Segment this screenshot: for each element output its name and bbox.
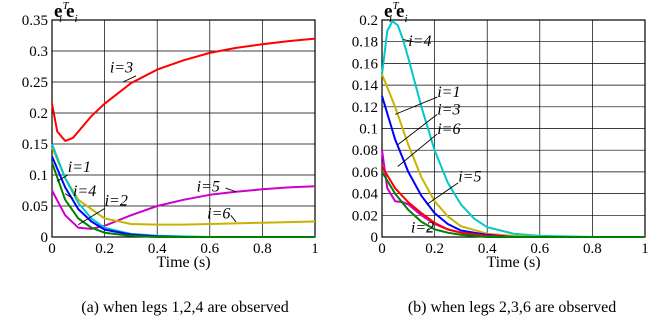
y-tick-label: 0 xyxy=(41,230,49,246)
series-line-i5 xyxy=(51,185,316,230)
series-label-i4: i=4 xyxy=(408,33,431,50)
x-tick-label: 0.2 xyxy=(425,241,444,257)
series-label-i1: i=1 xyxy=(68,159,91,176)
label-leader-line xyxy=(57,174,69,182)
y-tick-label: 0.1 xyxy=(359,122,378,138)
x-tick-label: 0.2 xyxy=(95,241,114,257)
series-label-i5: i=5 xyxy=(197,179,220,196)
plot-frame xyxy=(51,19,316,238)
x-axis-label: Time (s) xyxy=(156,254,210,271)
series-label-i2: i=2 xyxy=(105,192,128,209)
x-axis-label: Time (s) xyxy=(486,254,540,271)
chart-b: 0 0.2 0.4 0.6 0.8 1 0 0.02 0.04 0.06 0.08 0.1 0.12 0.… xyxy=(352,0,649,316)
y-tick-label: 0.18 xyxy=(352,35,378,51)
series-label-i3: i=3 xyxy=(437,101,460,118)
series-label-i6: i=6 xyxy=(437,121,460,138)
label-leader-line xyxy=(402,39,414,43)
label-leader-line xyxy=(122,75,137,83)
label-leader-line xyxy=(225,187,237,193)
y-axis-label: eT i ei xyxy=(54,0,78,25)
y-tick-label: 0.15 xyxy=(22,137,48,153)
y-tick-label: 0.2 xyxy=(359,13,378,29)
series-label-i1: i=1 xyxy=(437,84,460,101)
x-tick-label: 1 xyxy=(641,241,649,257)
series-line-i3 xyxy=(51,37,316,142)
y-tick-label: 0.3 xyxy=(29,44,48,60)
x-tick-label: 0.8 xyxy=(253,241,272,257)
chart-caption: (a) when legs 1,2,4 are observed xyxy=(81,299,288,316)
label-leader-line xyxy=(426,227,430,231)
chart-a: 0 0.2 0.4 0.6 0.8 1 0 0.05 0.1 0.15 0.2 0.25 0.3 0.35… xyxy=(22,0,319,316)
y-tick-label: 0.14 xyxy=(352,78,379,94)
label-leader-line xyxy=(64,193,74,199)
y-tick-label: 0.04 xyxy=(352,187,379,203)
y-tick-label: 0.1 xyxy=(29,168,48,184)
y-tick-label: 0.16 xyxy=(352,56,379,72)
y-axis-label: eT i ei xyxy=(384,0,408,25)
series-line-i6 xyxy=(51,146,316,226)
series-label-i5: i=5 xyxy=(458,169,481,186)
x-tick-label: 0.4 xyxy=(478,241,497,257)
label-leader-line xyxy=(230,215,237,223)
y-tick-label: 0.08 xyxy=(352,143,378,159)
x-tick-label: 0 xyxy=(378,241,386,257)
x-tick-label: 0 xyxy=(48,241,56,257)
y-tick-label: 0 xyxy=(371,230,379,246)
label-leader-line xyxy=(426,182,459,205)
label-leader-line xyxy=(394,96,438,115)
label-leader-line xyxy=(78,208,105,225)
y-tick-label: 0.12 xyxy=(352,100,378,116)
x-tick-label: 0.8 xyxy=(583,241,602,257)
series-label-i4: i=4 xyxy=(73,183,96,200)
y-tick-label: 0.06 xyxy=(352,165,379,181)
chart-caption: (b) when legs 2,3,6 are observed xyxy=(408,299,616,316)
x-tick-label: 0.6 xyxy=(200,241,219,257)
label-leader-line xyxy=(397,133,438,167)
x-tick-label: 0.6 xyxy=(530,241,549,257)
series-label-i2: i=2 xyxy=(411,220,434,237)
y-tick-label: 0.35 xyxy=(22,13,48,29)
label-leader-line xyxy=(397,114,438,146)
series-label-i3: i=3 xyxy=(110,60,133,77)
series-label-i6: i=6 xyxy=(207,205,230,222)
y-tick-label: 0.05 xyxy=(22,199,48,215)
y-tick-label: 0.2 xyxy=(29,106,48,122)
x-tick-label: 1 xyxy=(311,241,319,257)
series-line-i2 xyxy=(51,162,315,238)
y-tick-label: 0.25 xyxy=(22,75,48,91)
series-line-i2 xyxy=(381,171,645,238)
x-tick-label: 0.4 xyxy=(148,241,167,257)
y-tick-label: 0.02 xyxy=(352,208,378,224)
series-line-i4 xyxy=(381,20,645,238)
